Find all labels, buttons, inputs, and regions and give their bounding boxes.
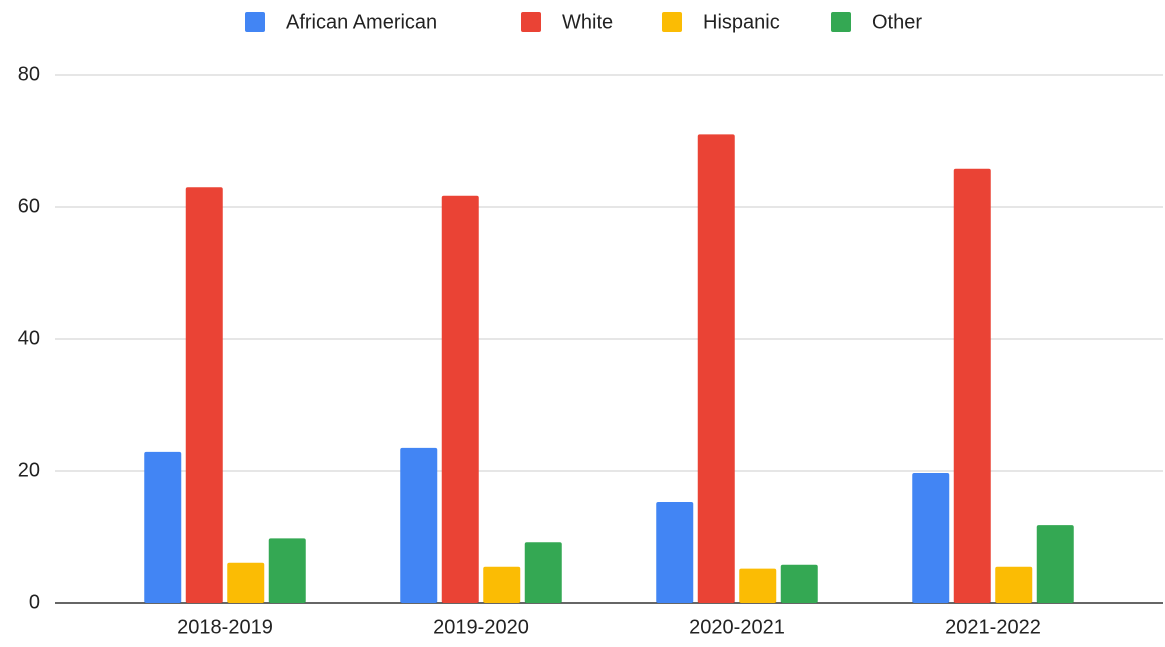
legend-swatch [831, 12, 851, 32]
x-tick-label: 2019-2020 [433, 616, 529, 638]
bar [697, 134, 735, 603]
bar [1036, 525, 1074, 603]
legend-swatch [521, 12, 541, 32]
bar [441, 195, 479, 603]
bar [144, 451, 182, 603]
x-tick-label: 2020-2021 [689, 616, 785, 638]
y-tick-label: 40 [18, 327, 40, 349]
legend-label: African American [286, 11, 437, 33]
bar [185, 187, 223, 603]
y-tick-label: 0 [29, 591, 40, 613]
legend-label: White [562, 11, 613, 33]
y-tick-label: 60 [18, 195, 40, 217]
y-tick-label: 80 [18, 63, 40, 85]
bar [227, 562, 265, 603]
x-tick-label: 2021-2022 [945, 616, 1041, 638]
bar [524, 542, 562, 603]
legend-label: Hispanic [703, 11, 780, 33]
bar [268, 538, 306, 603]
legend-swatch [662, 12, 682, 32]
bar [995, 566, 1033, 603]
bar [656, 502, 694, 603]
x-tick-label: 2018-2019 [177, 616, 273, 638]
bar [400, 447, 438, 603]
bar [912, 472, 950, 603]
y-tick-label: 20 [18, 459, 40, 481]
legend-swatch [245, 12, 265, 32]
bar [739, 568, 777, 603]
bar [953, 168, 991, 603]
bar [483, 566, 521, 603]
legend-label: Other [872, 11, 922, 33]
bar [780, 564, 818, 603]
